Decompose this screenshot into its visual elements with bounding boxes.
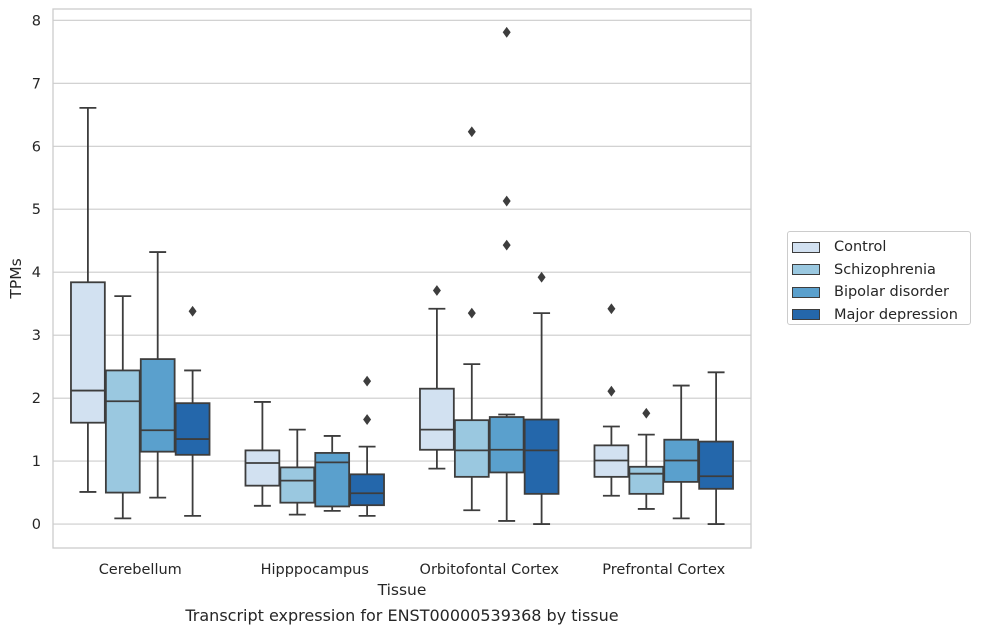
y-axis-label: TPMs — [7, 258, 25, 299]
legend-swatch-control — [792, 241, 820, 253]
y-tick-label-3: 3 — [32, 328, 41, 344]
box-orbitofontal-cortex-major-depression — [523, 418, 560, 495]
y-tick-label-8: 8 — [32, 13, 41, 29]
box-orbitofontal-cortex-bipolar-disorder — [488, 416, 525, 474]
box-orbitofontal-cortex-bipolar-disorder-outlier-2 — [502, 26, 511, 38]
y-tick-label-6: 6 — [32, 139, 41, 155]
legend-swatch-bipolar-disorder — [792, 286, 820, 298]
box-cerebellum-control — [70, 281, 106, 424]
y-tick-label-5: 5 — [32, 202, 41, 218]
box-orbitofontal-cortex-major-depression-outlier-0 — [537, 271, 546, 283]
box-cerebellum-schizophrenia — [104, 369, 141, 494]
legend-label-major-depression: Major depression — [834, 306, 958, 323]
x-tick-label-prefrontal-cortex: Prefrontal Cortex — [602, 562, 725, 578]
box-cerebellum-major-depression — [174, 402, 211, 456]
legend-label-bipolar-disorder: Bipolar disorder — [834, 284, 949, 301]
box-orbitofontal-cortex-control-outlier-0 — [432, 285, 441, 296]
plot-frame — [52, 8, 752, 549]
box-orbitofontal-cortex-schizophrenia-outlier-1 — [467, 126, 476, 138]
y-tick-label-4: 4 — [32, 265, 41, 281]
x-axis-label: Tissue — [377, 581, 427, 599]
x-tick-label-hipppocampus: Hipppocampus — [261, 562, 369, 578]
box-prefrontal-cortex-control-outlier-1 — [607, 303, 616, 315]
box-hipppocampus-major-depression-outlier-0 — [363, 414, 372, 425]
legend-label-control: Control — [834, 239, 887, 256]
legend-item-schizophrenia: Schizophrenia — [792, 259, 970, 282]
box-hipppocampus-schizophrenia — [279, 466, 316, 504]
box-orbitofontal-cortex-bipolar-disorder-outlier-0 — [502, 239, 511, 251]
x-tick-label-cerebellum: Cerebellum — [99, 562, 182, 578]
y-tick-label-7: 7 — [32, 76, 41, 92]
legend-swatch-schizophrenia — [792, 264, 820, 276]
legend-swatch-major-depression — [792, 309, 820, 321]
box-orbitofontal-cortex-control — [419, 387, 455, 451]
legend-item-control: Control — [792, 236, 970, 259]
box-prefrontal-cortex-schizophrenia — [628, 465, 665, 495]
box-orbitofontal-cortex-schizophrenia-outlier-0 — [467, 307, 476, 319]
box-hipppocampus-control — [244, 449, 281, 487]
box-hipppocampus-major-depression-outlier-1 — [363, 375, 372, 387]
box-prefrontal-cortex-control-outlier-0 — [607, 385, 616, 397]
legend-item-major-depression: Major depression — [792, 304, 970, 327]
legend-item-bipolar-disorder: Bipolar disorder — [792, 281, 970, 304]
box-orbitofontal-cortex-bipolar-disorder-outlier-1 — [502, 195, 511, 207]
y-tick-label-2: 2 — [32, 391, 41, 407]
y-tick-label-0: 0 — [32, 517, 41, 533]
box-prefrontal-cortex-schizophrenia-outlier-0 — [642, 407, 651, 419]
box-cerebellum-major-depression-outlier-0 — [188, 305, 197, 317]
legend-label-schizophrenia: Schizophrenia — [834, 261, 936, 278]
box-cerebellum-bipolar-disorder — [139, 358, 176, 453]
chart-title: Transcript expression for ENST0000053936… — [184, 606, 618, 625]
x-tick-label-orbitofontal-cortex: Orbitofontal Cortex — [420, 562, 560, 578]
y-tick-label-1: 1 — [32, 454, 41, 470]
box-orbitofontal-cortex-schizophrenia — [453, 419, 490, 478]
box-hipppocampus-major-depression — [349, 473, 385, 507]
box-prefrontal-cortex-major-depression — [698, 440, 734, 490]
legend: Control Schizophrenia Bipolar disorder M… — [787, 231, 971, 325]
box-hipppocampus-bipolar-disorder — [314, 452, 351, 508]
